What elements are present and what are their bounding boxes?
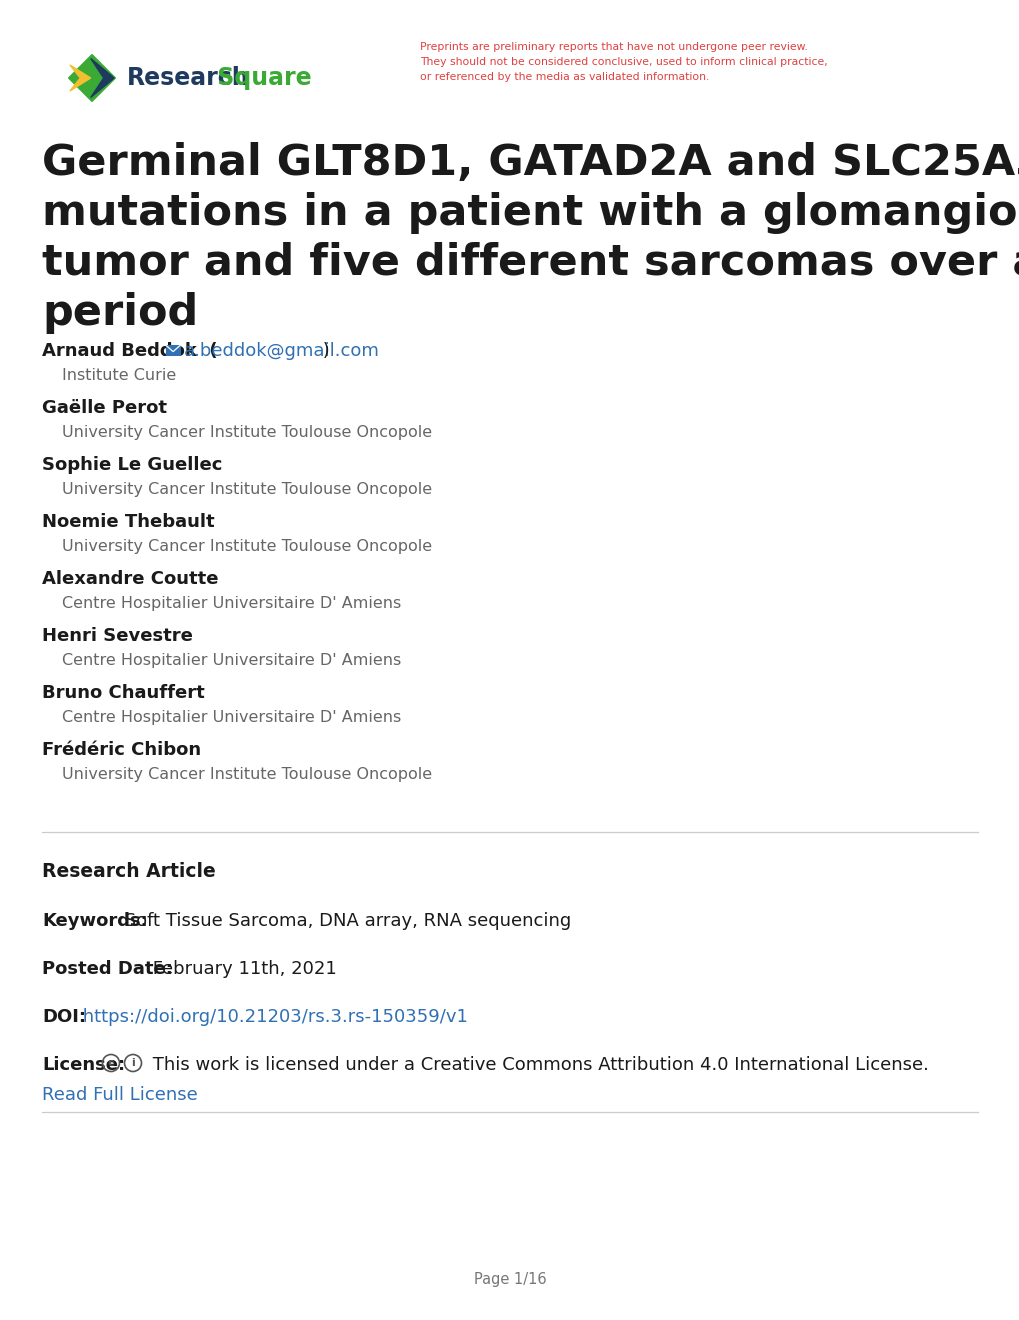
Text: Keywords:: Keywords: <box>42 912 148 931</box>
FancyBboxPatch shape <box>165 345 180 356</box>
Text: Page 1/16: Page 1/16 <box>473 1272 546 1287</box>
Text: February 11th, 2021: February 11th, 2021 <box>147 960 336 978</box>
Text: Institute Curie: Institute Curie <box>62 368 176 383</box>
Polygon shape <box>68 54 115 102</box>
Text: University Cancer Institute Toulouse Oncopole: University Cancer Institute Toulouse Onc… <box>62 482 432 498</box>
Text: Preprints are preliminary reports that have not undergone peer review.
They shou: Preprints are preliminary reports that h… <box>420 42 827 82</box>
Text: University Cancer Institute Toulouse Oncopole: University Cancer Institute Toulouse Onc… <box>62 539 432 554</box>
Text: Posted Date:: Posted Date: <box>42 960 172 978</box>
Text: Centre Hospitalier Universitaire D' Amiens: Centre Hospitalier Universitaire D' Amie… <box>62 710 400 725</box>
Text: Research: Research <box>127 66 250 90</box>
Text: i: i <box>131 1059 135 1068</box>
Text: License:: License: <box>42 1056 125 1074</box>
Text: Frédéric Chibon: Frédéric Chibon <box>42 741 201 759</box>
Text: a.beddok@gmail.com: a.beddok@gmail.com <box>183 342 379 360</box>
Text: DOI:: DOI: <box>42 1008 86 1026</box>
Polygon shape <box>91 58 114 98</box>
Text: Germinal GLT8D1, GATAD2A and SLC25A39: Germinal GLT8D1, GATAD2A and SLC25A39 <box>42 143 1019 183</box>
Text: This work is licensed under a Creative Commons Attribution 4.0 International Lic: This work is licensed under a Creative C… <box>147 1056 928 1074</box>
Text: period: period <box>42 292 198 334</box>
Text: University Cancer Institute Toulouse Oncopole: University Cancer Institute Toulouse Onc… <box>62 425 432 440</box>
Polygon shape <box>70 65 91 91</box>
Text: c: c <box>108 1059 114 1068</box>
Text: tumor and five different sarcomas over a 10-year: tumor and five different sarcomas over a… <box>42 242 1019 284</box>
Text: Noemie Thebault: Noemie Thebault <box>42 513 214 531</box>
Text: Centre Hospitalier Universitaire D' Amiens: Centre Hospitalier Universitaire D' Amie… <box>62 597 400 611</box>
Text: Gaëlle Perot: Gaëlle Perot <box>42 399 167 417</box>
Text: Sophie Le Guellec: Sophie Le Guellec <box>42 455 222 474</box>
Text: Soft Tissue Sarcoma, DNA array, RNA sequencing: Soft Tissue Sarcoma, DNA array, RNA sequ… <box>119 912 571 931</box>
Text: ): ) <box>317 342 329 360</box>
Text: Read Full License: Read Full License <box>42 1086 198 1104</box>
Text: Centre Hospitalier Universitaire D' Amiens: Centre Hospitalier Universitaire D' Amie… <box>62 653 400 668</box>
Text: Square: Square <box>209 66 312 90</box>
Text: Henri Sevestre: Henri Sevestre <box>42 627 193 645</box>
Text: https://doi.org/10.21203/rs.3.rs-150359/v1: https://doi.org/10.21203/rs.3.rs-150359/… <box>76 1008 468 1026</box>
Text: Research Article: Research Article <box>42 862 216 880</box>
Text: mutations in a patient with a glomangiopericytal: mutations in a patient with a glomangiop… <box>42 191 1019 234</box>
Text: Alexandre Coutte: Alexandre Coutte <box>42 570 218 587</box>
Text: Bruno Chauffert: Bruno Chauffert <box>42 684 205 702</box>
Text: University Cancer Institute Toulouse Oncopole: University Cancer Institute Toulouse Onc… <box>62 767 432 781</box>
Text: Arnaud Beddok  (: Arnaud Beddok ( <box>42 342 217 360</box>
